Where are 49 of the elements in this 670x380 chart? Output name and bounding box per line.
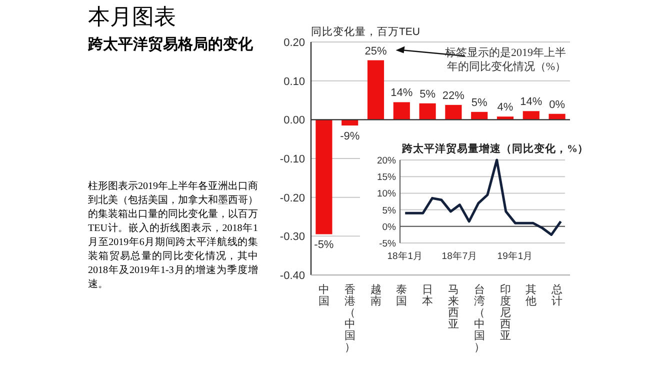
annotation: 5% (420, 88, 436, 100)
annotation: 5% (471, 96, 488, 109)
y-tick-label: 0.20 (284, 37, 305, 49)
x-tick-label: 台湾（中国） (474, 283, 485, 354)
y-tick-label: 20% (376, 156, 397, 166)
y-tick-label: 0.00 (284, 114, 305, 127)
bar (316, 120, 332, 234)
bar (419, 103, 436, 120)
annotation: 14% (390, 87, 413, 100)
y-tick-label: -0.30 (280, 231, 305, 244)
chart-title: 跨太平洋贸易量增速（同比变化，%） (401, 142, 588, 155)
annotation: 14% (520, 96, 542, 108)
y-tick-label: 0.10 (284, 76, 305, 88)
x-tick-label: 香港（中国） (344, 283, 356, 354)
text: 柱形图表示2019年上半年各亚洲出口商到北美（包括美国，加拿大和墨西哥）的集装箱出口量的同比变化量，以百万TEU计。嵌入的折线图表示，2018年1月至2019年6月期间跨太平洋航线的集装箱贸易总量的同比变化情况，其中2018年及2019年1-3月的增速为季度增速。 (88, 180, 258, 292)
bar (445, 104, 462, 120)
x-tick-label: 中国 (318, 283, 330, 308)
y-tick-label: 0% (382, 222, 397, 233)
y-tick-label: 10% (376, 188, 397, 200)
x-tick-label: 越南 (370, 283, 382, 308)
y-tick-label: -0.40 (280, 270, 305, 282)
annotation: 22% (442, 90, 465, 102)
x-tick-label: 其他 (526, 283, 537, 308)
y-tick-label: 15% (376, 172, 397, 184)
bar (471, 112, 488, 120)
bar (522, 111, 540, 120)
x-tick-label: 总计 (550, 283, 563, 308)
annotation: 25% (364, 45, 387, 58)
annotation: 0% (549, 98, 566, 111)
x-tick-label: 日本 (422, 284, 434, 308)
x-tick-label: 18年1月 (387, 250, 424, 262)
bar (393, 102, 410, 120)
y-tick-label: -0.20 (280, 192, 305, 204)
y-axis-title: 同比变化量，百万TEU (311, 25, 420, 38)
text: 本月图表 (88, 3, 177, 31)
y-tick-label: -0.10 (280, 154, 305, 166)
annotation: -5% (314, 239, 334, 252)
text: 跨太平洋贸易格局的变化 (88, 35, 254, 55)
x-tick-label: 马来西亚 (448, 284, 459, 330)
annotation: -9% (340, 130, 360, 142)
x-tick-label: 印度尼西亚 (500, 283, 511, 342)
x-tick-label: 泰国 (396, 284, 408, 308)
y-tick-label: 5% (382, 205, 397, 216)
annotation: 4% (497, 102, 514, 114)
y-tick-label: -5% (379, 238, 397, 250)
line-series (404, 158, 562, 236)
x-tick-label: 19年1月 (497, 250, 534, 262)
bar (367, 60, 384, 120)
x-tick-label: 18年7月 (442, 250, 478, 262)
